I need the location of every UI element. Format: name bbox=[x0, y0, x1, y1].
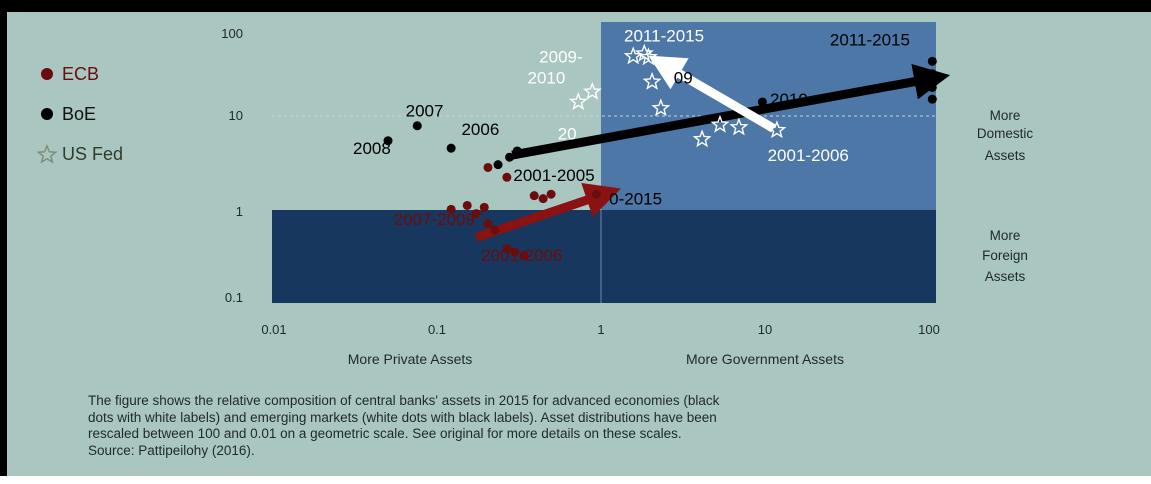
point-annotation: 2009- bbox=[539, 47, 582, 66]
ecb-dot-point bbox=[510, 247, 520, 257]
legend: ECB BoE US Fed bbox=[36, 64, 123, 164]
label-foreign: Assets bbox=[985, 269, 1026, 284]
ecb-dot-point bbox=[479, 202, 489, 212]
ecb-dot-point bbox=[462, 200, 472, 210]
caption-line: dots with white labels) and emerging mar… bbox=[88, 409, 717, 425]
fed-star-point bbox=[767, 120, 787, 139]
fed-star-point bbox=[642, 71, 662, 90]
trend-arrow bbox=[648, 55, 776, 133]
legend-ecb-marker bbox=[41, 68, 53, 80]
fed-star-point bbox=[692, 129, 712, 148]
ecb-dot-point bbox=[502, 172, 512, 182]
point-annotation: 2006 bbox=[461, 120, 499, 139]
fed-star-point bbox=[582, 81, 602, 100]
x-label-private: More Private Assets bbox=[348, 351, 473, 367]
fed-star-point bbox=[651, 98, 671, 117]
y-tick-label: 100 bbox=[221, 26, 243, 41]
fed-star-point bbox=[623, 46, 643, 65]
ecb-dot-point bbox=[502, 244, 512, 254]
label-foreign: More bbox=[990, 228, 1021, 243]
x-tick-label: 100 bbox=[918, 322, 940, 337]
caption-line: rescaled between 100 and 0.01 on a geome… bbox=[88, 426, 682, 441]
point-annotation: 0-2015 bbox=[609, 189, 662, 208]
label-domestic: More bbox=[990, 108, 1021, 123]
point-annotation: 2010 bbox=[528, 69, 566, 88]
y-tick-label: 10 bbox=[229, 108, 243, 123]
ecb-dot-point bbox=[490, 225, 500, 235]
point-annotation: 2011-2015 bbox=[624, 26, 704, 45]
point-annotation: 2008 bbox=[353, 139, 391, 158]
point-annotation: 2011-2015 bbox=[830, 31, 910, 50]
ecb-dot-point bbox=[591, 189, 601, 199]
label-domestic: Domestic bbox=[977, 126, 1034, 141]
boe-dot-point bbox=[446, 143, 456, 153]
ecb-dot-point bbox=[519, 251, 529, 261]
trend-arrow bbox=[511, 63, 951, 160]
legend-ecb-label: ECB bbox=[62, 64, 99, 84]
ecb-dot-point bbox=[483, 219, 493, 229]
point-annotation: 2007-2009 bbox=[394, 210, 475, 229]
boe-dot-point bbox=[927, 94, 937, 104]
fed-star-point bbox=[710, 114, 730, 133]
boe-dot-point bbox=[927, 69, 937, 79]
label-domestic: Assets bbox=[985, 148, 1026, 163]
boe-dot-point bbox=[383, 136, 393, 146]
label-foreign: Foreign bbox=[982, 248, 1028, 263]
top-border bbox=[0, 0, 1151, 12]
ecb-dot-point bbox=[538, 194, 548, 204]
y-tick-label: 1 bbox=[236, 204, 243, 219]
fed-star-point bbox=[729, 117, 749, 136]
x-tick-label: 10 bbox=[758, 322, 772, 337]
point-annotation: 2001-2006 bbox=[481, 246, 562, 265]
point-annotation: 2010 bbox=[770, 90, 808, 109]
boe-dot-point bbox=[757, 97, 767, 107]
fed-star-point bbox=[568, 92, 588, 111]
figure-caption: The figure shows the relative compositio… bbox=[88, 393, 1128, 459]
boe-dot-point bbox=[412, 121, 422, 131]
point-annotation: 2001-2005 bbox=[513, 166, 594, 185]
ecb-dot-point bbox=[483, 162, 493, 172]
boe-dot-point bbox=[927, 82, 937, 92]
point-annotation: 09 bbox=[674, 69, 693, 88]
ecb-dot-point bbox=[529, 191, 539, 201]
legend-boe-marker bbox=[41, 108, 53, 120]
point-annotation: 2001-2006 bbox=[768, 146, 849, 165]
fed-star-point bbox=[638, 47, 658, 66]
x-tick-label: 0.01 bbox=[261, 322, 286, 337]
ecb-dot-point bbox=[446, 204, 456, 214]
boe-dot-point bbox=[927, 56, 937, 66]
y-tick-label: 0.1 bbox=[225, 290, 243, 305]
boe-dot-point bbox=[505, 152, 515, 162]
left-border bbox=[0, 0, 7, 484]
ecb-dot-point bbox=[471, 209, 481, 219]
lower-region bbox=[272, 210, 936, 303]
annotations-layer: 2007 2006 2008 2001-2005 0-2015 2007-2009 2001… bbox=[353, 26, 910, 265]
point-annotation: 20 bbox=[558, 124, 577, 143]
x-label-government: More Government Assets bbox=[686, 351, 844, 367]
boe-dot-point bbox=[493, 160, 503, 170]
legend-boe-label: BoE bbox=[62, 104, 96, 124]
boe-dot-point bbox=[512, 146, 522, 156]
legend-star-icon bbox=[36, 144, 58, 164]
ecb-dot-point bbox=[546, 189, 556, 199]
x-tick-label: 0.1 bbox=[428, 322, 446, 337]
point-annotation: 2007 bbox=[406, 101, 444, 120]
caption-line: Source: Pattipeilohy (2016). bbox=[88, 442, 255, 458]
x-tick-label: 1 bbox=[597, 322, 604, 337]
legend-fed-label: US Fed bbox=[62, 144, 123, 164]
points-layer bbox=[383, 43, 937, 261]
caption-line: The figure shows the relative compositio… bbox=[88, 393, 720, 408]
bottom-strip bbox=[0, 476, 1151, 484]
